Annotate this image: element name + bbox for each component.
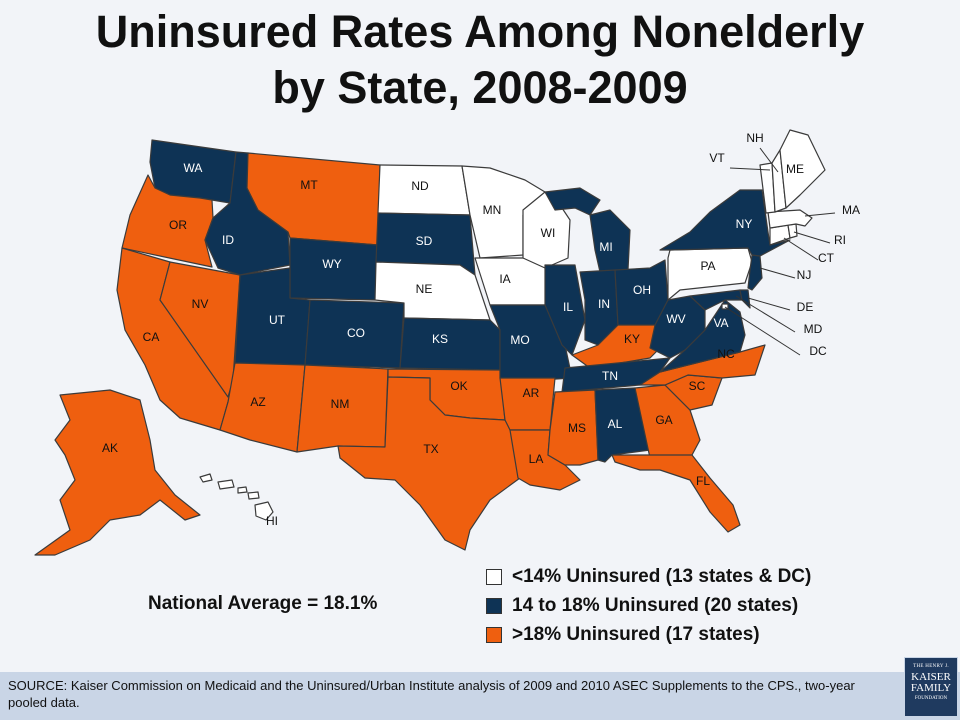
state-ma (767, 209, 813, 229)
legend-swatch-mid (486, 597, 502, 614)
state-label-nv: NV (192, 297, 209, 311)
state-label-va: VA (713, 316, 728, 330)
state-label-tx: TX (423, 442, 438, 456)
state-label-mi: MI (599, 240, 612, 254)
legend-item-high: >18% Uninsured (17 states) (486, 620, 811, 649)
state-label-id: ID (222, 233, 234, 247)
state-label-al: AL (608, 417, 623, 431)
logo-line-2: KAISER FAMILY (910, 671, 952, 694)
state-label-hi: HI (266, 514, 278, 528)
state-label-sc: SC (689, 379, 706, 393)
state-label-ms: MS (568, 421, 586, 435)
state-hi (199, 473, 274, 521)
state-label-ut: UT (269, 313, 286, 327)
title-line-2: by State, 2008-2009 (272, 62, 688, 113)
title-line-1: Uninsured Rates Among Nonelderly (95, 6, 865, 57)
legend-item-low: <14% Uninsured (13 states & DC) (486, 562, 811, 591)
state-label-sd: SD (416, 234, 433, 248)
legend-swatch-low (486, 568, 502, 585)
state-label-ny: NY (736, 217, 753, 231)
state-label-wi: WI (541, 226, 556, 240)
state-label-oh: OH (633, 283, 651, 297)
state-label-mn: MN (483, 203, 502, 217)
state-label-co: CO (347, 326, 365, 340)
state-label-ia: IA (499, 272, 510, 286)
state-label-nm: NM (331, 397, 350, 411)
state-label-fl: FL (696, 474, 710, 488)
legend-label-high: >18% Uninsured (17 states) (512, 623, 760, 645)
state-label-dc: DC (809, 344, 827, 358)
state-label-az: AZ (250, 395, 265, 409)
state-label-de: DE (797, 300, 814, 314)
legend-item-mid: 14 to 18% Uninsured (20 states) (486, 591, 811, 620)
state-label-wa: WA (184, 161, 203, 175)
footer-bar: SOURCE: Kaiser Commission on Medicaid an… (0, 672, 960, 720)
state-label-ar: AR (523, 386, 540, 400)
state-label-ky: KY (624, 332, 640, 346)
logo-line-1: THE HENRY J. (913, 664, 949, 669)
state-label-ma: MA (842, 203, 860, 217)
state-label-ri: RI (834, 233, 846, 247)
state-ri (787, 223, 798, 239)
source-note: SOURCE: Kaiser Commission on Medicaid an… (8, 678, 855, 710)
state-tx (337, 376, 521, 551)
state-label-ne: NE (416, 282, 433, 296)
state-me (779, 129, 826, 209)
state-label-in: IN (598, 297, 610, 311)
state-label-mt: MT (300, 178, 318, 192)
logo-line-3: FOUNDATION (914, 696, 948, 701)
state-label-ga: GA (655, 413, 672, 427)
state-label-wv: WV (666, 312, 685, 326)
state-label-la: LA (529, 452, 544, 466)
legend-label-low: <14% Uninsured (13 states & DC) (512, 565, 812, 587)
state-label-md: MD (804, 322, 823, 336)
state-fl (611, 454, 741, 533)
state-label-or: OR (169, 218, 187, 232)
state-label-wy: WY (322, 257, 341, 271)
state-label-mo: MO (510, 333, 529, 347)
state-label-il: IL (563, 300, 573, 314)
legend-label-mid: 14 to 18% Uninsured (20 states) (512, 594, 799, 616)
state-label-nc: NC (717, 347, 735, 361)
state-label-ok: OK (450, 379, 467, 393)
state-label-vt: VT (709, 151, 725, 165)
state-label-me: ME (786, 162, 804, 176)
state-ks (399, 317, 501, 371)
legend: <14% Uninsured (13 states & DC) 14 to 18… (486, 562, 811, 649)
state-label-ak: AK (102, 441, 118, 455)
state-label-nh: NH (746, 131, 763, 145)
state-ak (34, 389, 201, 556)
state-label-tn: TN (602, 369, 618, 383)
state-label-ct: CT (818, 251, 835, 265)
map-title: Uninsured Rates Among Nonelderly by Stat… (0, 4, 960, 116)
kaiser-logo: THE HENRY J. KAISER FAMILY FOUNDATION (904, 657, 958, 717)
state-label-ks: KS (432, 332, 448, 346)
legend-swatch-high (486, 626, 502, 643)
state-md (689, 289, 743, 311)
leader-lines (724, 147, 836, 356)
state-label-pa: PA (700, 259, 715, 273)
state-label-nd: ND (411, 179, 429, 193)
national-average-label: National Average = 18.1% (148, 593, 378, 614)
state-label-ca: CA (143, 330, 160, 344)
state-label-nj: NJ (797, 268, 812, 282)
